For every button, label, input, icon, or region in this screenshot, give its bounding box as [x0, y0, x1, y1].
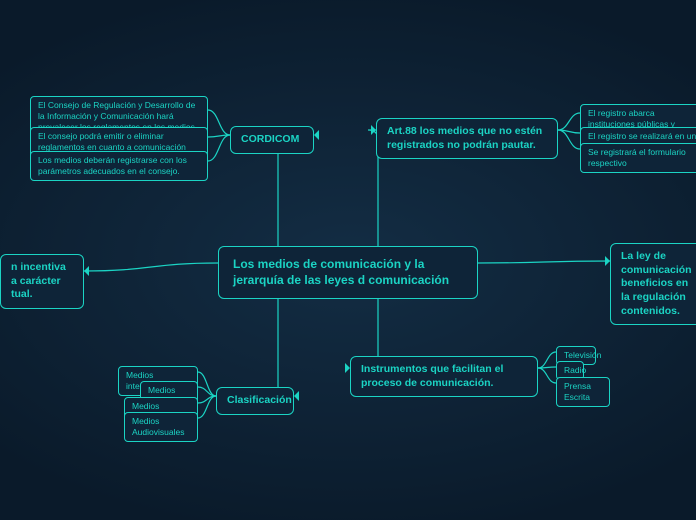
branch-art88[interactable]: Art.88 los medios que no estén registrad…	[376, 118, 558, 159]
branch-ley[interactable]: La ley de comunicación beneficios en la …	[610, 243, 696, 325]
leaf-art88-2[interactable]: Se registrará el formulario respectivo	[580, 143, 696, 173]
branch-incentiva[interactable]: n incentiva a carácter tual.	[0, 254, 84, 309]
central-topic[interactable]: Los medios de comunicación y la jerarquí…	[218, 246, 478, 299]
branch-clasificacion[interactable]: Clasificación	[216, 387, 294, 415]
leaf-cordicom-2[interactable]: Los medios deberán registrarse con los p…	[30, 151, 208, 181]
leaf-instrumentos-2[interactable]: Prensa Escrita	[556, 377, 610, 407]
branch-instrumentos[interactable]: Instrumentos que facilitan el proceso de…	[350, 356, 538, 397]
branch-cordicom[interactable]: CORDICOM	[230, 126, 314, 154]
leaf-clasificacion-3[interactable]: Medios Audiovisuales	[124, 412, 198, 442]
